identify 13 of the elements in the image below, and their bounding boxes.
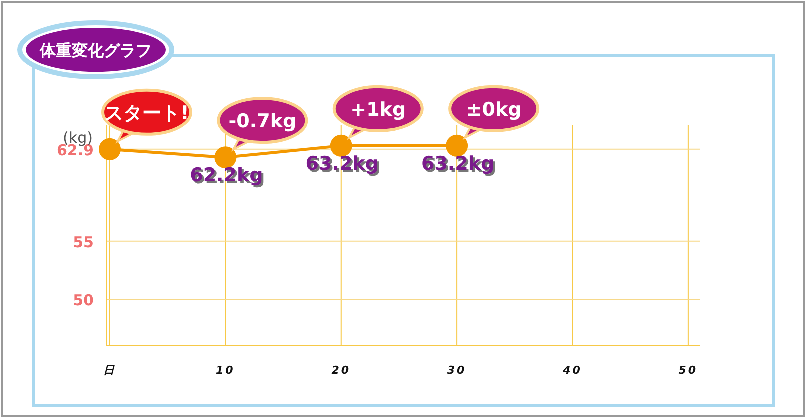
chart-title: 体重変化グラフ [39,41,152,60]
x-tick-label: 40 [562,364,582,377]
x-tick-label: 20 [332,364,352,377]
annotation: +1kg [350,98,406,121]
annotation: -0.7kg [228,110,297,133]
x-tick-label: 日 [104,364,116,377]
y-tick-label: 55 [73,233,94,252]
annotation: ±0kg [466,98,522,121]
x-tick-label: 30 [447,364,467,377]
annotation: スタート! [104,102,190,124]
y-tick-label: 50 [73,291,94,310]
x-tick-label: 10 [216,364,236,377]
x-tick-label: 50 [678,364,698,377]
